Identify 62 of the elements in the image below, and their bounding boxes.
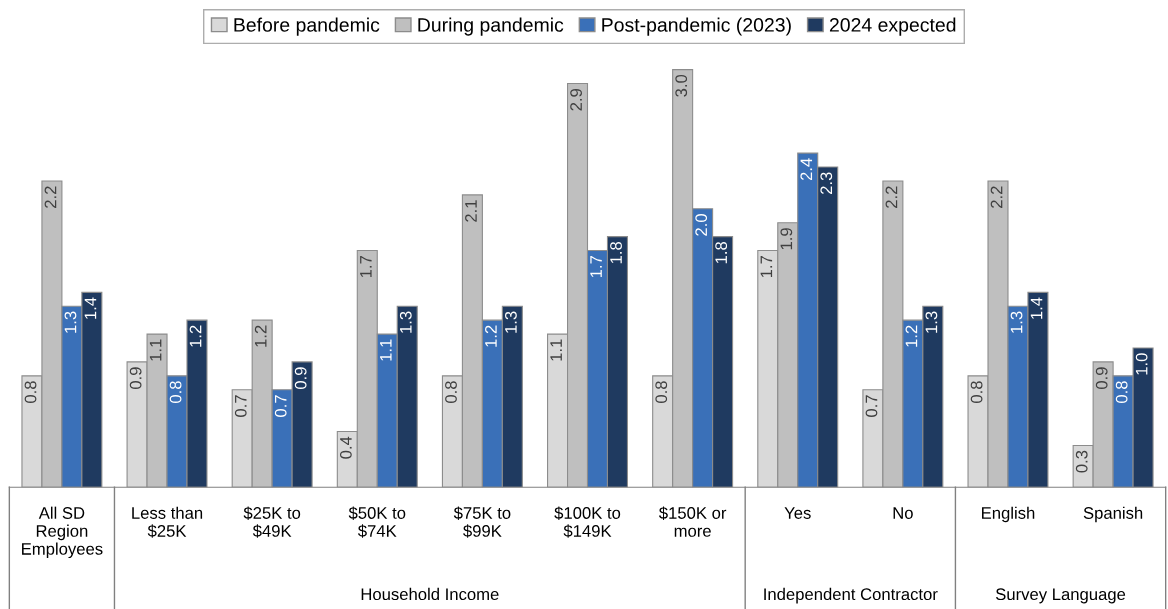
data-label: 0.8 bbox=[445, 381, 457, 403]
x-tick-label: All SD Region Employees bbox=[22, 506, 103, 559]
x-tick-label: $75K to $99K bbox=[453, 506, 511, 538]
data-label: 1.8 bbox=[715, 241, 728, 264]
data-label: 3.0 bbox=[675, 74, 688, 97]
data-label: 1.4 bbox=[1030, 297, 1043, 319]
data-label: 2.2 bbox=[885, 186, 898, 208]
legend-label: 2024 expected bbox=[829, 17, 956, 36]
data-label: 1.7 bbox=[360, 256, 372, 278]
data-label: 1.1 bbox=[550, 339, 562, 361]
data-label: 1.3 bbox=[399, 311, 412, 333]
data-label: 1.4 bbox=[84, 297, 97, 319]
data-label: 0.8 bbox=[655, 381, 668, 403]
data-label: 1.9 bbox=[780, 228, 793, 250]
legend-label: Before pandemic bbox=[234, 17, 380, 36]
data-label: 1.2 bbox=[905, 325, 918, 347]
x-tick-label: $150K or more bbox=[658, 506, 727, 537]
x-tick-label: $100K to $149K bbox=[554, 506, 621, 538]
data-label: 2.2 bbox=[44, 186, 57, 208]
data-label: 0.3 bbox=[1075, 450, 1088, 473]
data-label: 1.2 bbox=[254, 325, 267, 347]
data-label: 0.7 bbox=[865, 395, 878, 417]
x-tick-label: Less than $25K bbox=[132, 506, 203, 538]
data-label: 1.7 bbox=[590, 256, 602, 278]
text: Survey Language bbox=[995, 588, 1126, 604]
data-label: 0.8 bbox=[1115, 381, 1128, 403]
data-label: 1.3 bbox=[505, 311, 517, 333]
x-tick-label: $50K to $74K bbox=[348, 506, 406, 538]
x-tick-label: Spanish bbox=[1083, 506, 1143, 523]
data-label: 1.2 bbox=[189, 325, 202, 347]
x-tick-label: No bbox=[893, 507, 913, 519]
data-label: 1.1 bbox=[149, 339, 162, 361]
legend-label: Post-pandemic (2023) bbox=[602, 17, 791, 36]
data-label: 1.3 bbox=[64, 311, 77, 333]
data-label: 2.1 bbox=[465, 200, 477, 222]
text: Independent Contractor bbox=[764, 587, 938, 604]
data-label: 2.2 bbox=[990, 186, 1003, 208]
data-label: 0.9 bbox=[1095, 367, 1108, 390]
x-tick-label: $25K to $49K bbox=[243, 506, 301, 538]
data-label: 2.3 bbox=[820, 172, 833, 194]
x-tick-label: Yes bbox=[784, 507, 811, 519]
x-tick-label: English bbox=[982, 506, 1035, 523]
data-label: 1.7 bbox=[760, 256, 773, 278]
data-label: 0.8 bbox=[169, 381, 182, 403]
data-label: 0.8 bbox=[970, 381, 983, 403]
data-label: 1.0 bbox=[1135, 353, 1148, 375]
data-label: 1.3 bbox=[925, 311, 938, 333]
data-label: 2.9 bbox=[570, 88, 582, 111]
data-label: 0.4 bbox=[339, 436, 352, 459]
data-label: 0.9 bbox=[129, 367, 142, 390]
data-label: 2.0 bbox=[695, 214, 708, 236]
text: Household Income bbox=[361, 587, 499, 601]
data-label: 2.4 bbox=[800, 158, 813, 181]
legend-label: During pandemic bbox=[418, 17, 564, 36]
data-label: 1.8 bbox=[610, 241, 622, 264]
data-label: 1.3 bbox=[1010, 311, 1023, 333]
data-label: 0.7 bbox=[234, 395, 247, 417]
data-label: 0.8 bbox=[24, 381, 37, 403]
data-label: 0.9 bbox=[294, 367, 307, 390]
data-label: 0.7 bbox=[274, 395, 287, 417]
data-label: 1.2 bbox=[485, 325, 497, 347]
data-label: 1.1 bbox=[380, 339, 392, 361]
